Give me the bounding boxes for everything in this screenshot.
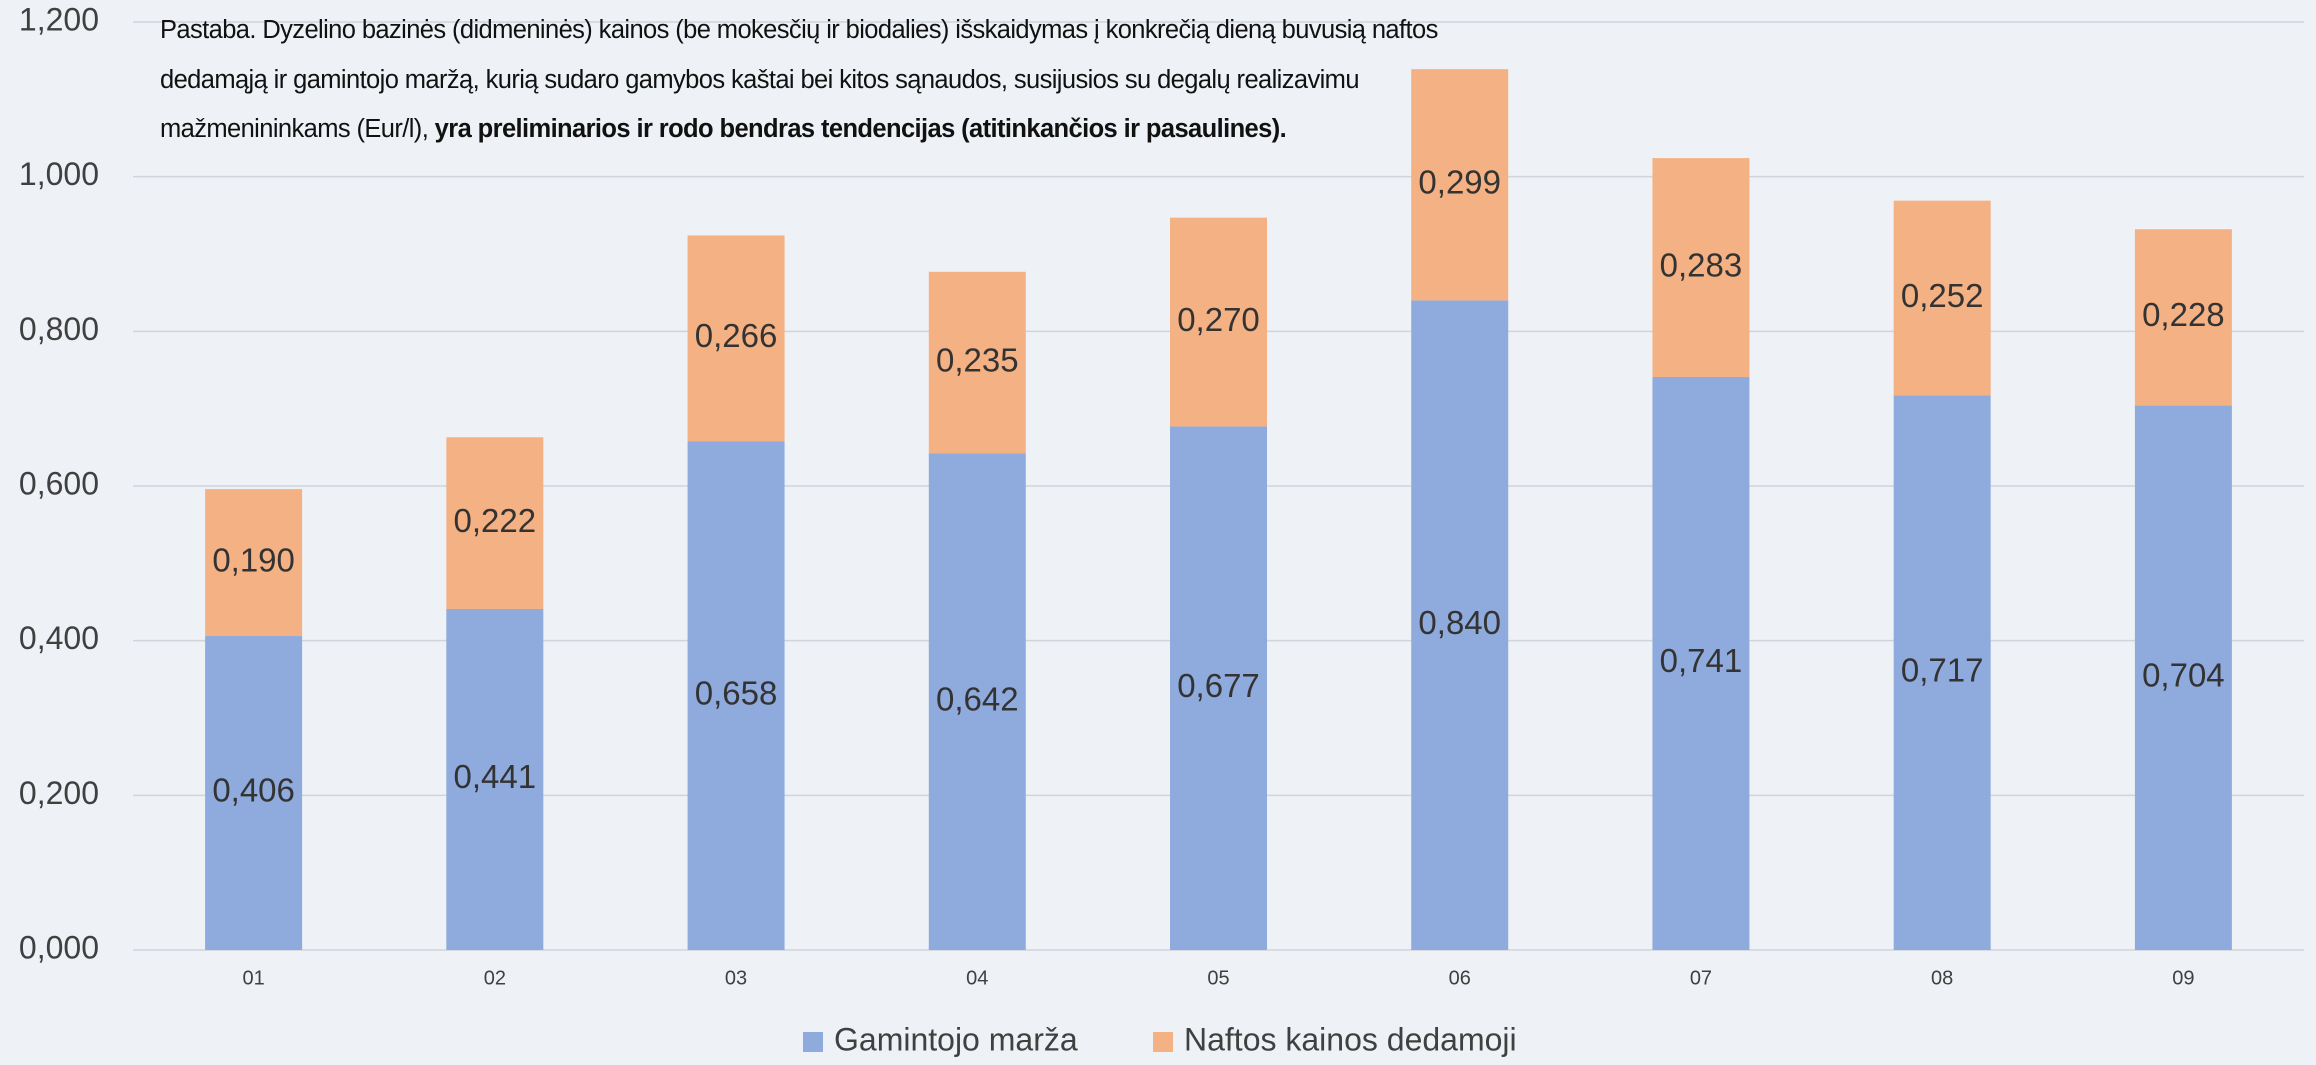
data-label: 0,642 [936,680,1019,717]
bar-segment [928,453,1026,950]
data-label: 0,270 [1177,301,1260,338]
x-tick-label: 05 [1207,967,1229,989]
y-tick-label: 0,400 [19,620,99,656]
bar-segment [928,271,1026,454]
data-label: 0,704 [2142,657,2225,694]
legend-label: Naftos kainos dedamoji [1184,1021,1517,1057]
bar-segment [1893,395,1991,950]
data-label: 0,658 [695,674,778,711]
data-label: 0,222 [454,502,537,539]
bar-segment [1652,158,1750,377]
legend-swatch [1153,1032,1173,1052]
bar-segment [446,608,544,950]
bar-segment [205,489,303,637]
bar-segment [1411,69,1509,301]
y-tick-label: 0,200 [19,775,99,811]
data-label: 0,677 [1177,667,1260,704]
y-tick-label: 1,200 [19,1,99,37]
x-tick-label: 01 [242,967,264,989]
y-tick-label: 1,000 [19,156,99,192]
legend-label: Gamintojo marža [834,1021,1078,1057]
note-bold: yra preliminarios ir rodo bendras tenden… [434,115,1287,143]
bar-segment [1170,217,1267,427]
bar-segment [1411,300,1509,950]
x-tick-label: 09 [2172,967,2194,989]
x-tick-label: 04 [966,967,988,989]
bar-segment [1652,376,1750,951]
data-label: 0,235 [936,341,1019,378]
x-tick-label: 08 [1931,967,1953,989]
data-label: 0,840 [1418,604,1501,641]
data-label: 0,441 [454,758,537,795]
x-tick-label: 02 [484,967,506,989]
data-label: 0,406 [212,772,295,809]
y-tick-label: 0,000 [19,929,99,965]
bar-segment [1893,200,1991,396]
data-label: 0,190 [212,541,295,578]
x-tick-label: 06 [1449,967,1471,989]
y-tick-label: 0,600 [19,465,99,501]
bar-segment [205,636,303,950]
note: Pastaba. Dyzelino bazinės (didmeninės) k… [160,6,1450,155]
bar-segment [1170,426,1267,950]
bar-segment [2134,229,2232,406]
data-label: 0,717 [1901,651,1984,688]
data-label: 0,741 [1660,642,1743,679]
legend-swatch [803,1032,823,1052]
data-label: 0,299 [1418,164,1501,201]
x-tick-label: 07 [1690,967,1712,989]
note-text: Pastaba. Dyzelino bazinės (didmeninės) k… [160,16,1438,143]
data-label: 0,266 [695,317,778,354]
bar-segment [687,235,785,442]
data-label: 0,252 [1901,277,1984,314]
bar-segment [2134,405,2232,950]
x-tick-label: 03 [725,967,747,989]
data-label: 0,228 [2142,296,2225,333]
y-tick-label: 0,800 [19,311,99,347]
data-label: 0,283 [1660,246,1743,283]
bar-segment [446,437,544,609]
bar-segment [687,441,785,950]
